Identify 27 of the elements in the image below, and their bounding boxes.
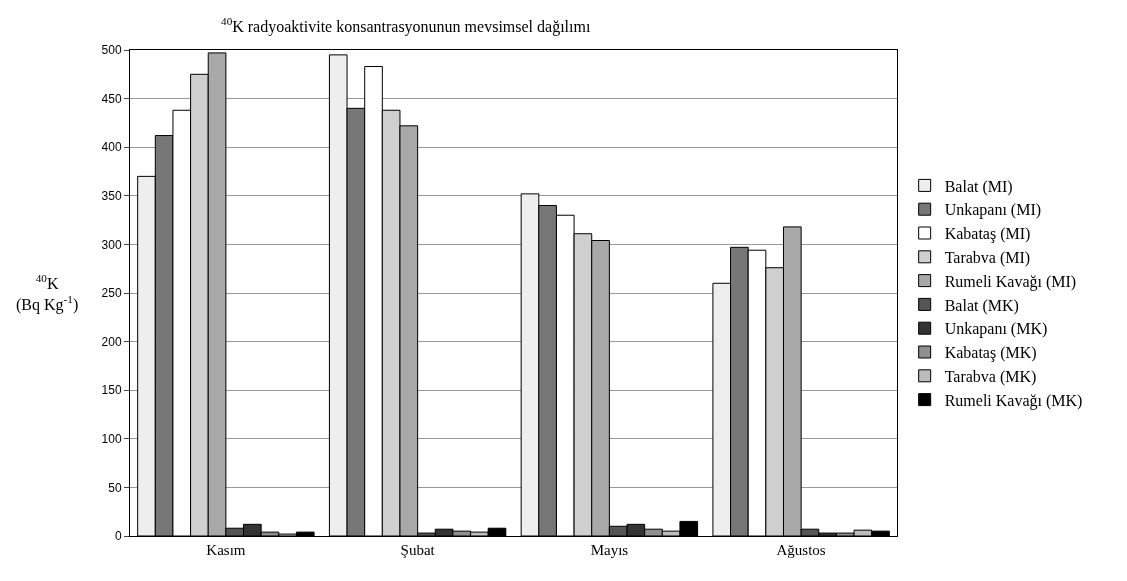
y-tick-label: 0	[114, 529, 122, 544]
x-tick-label: Kasım	[206, 542, 246, 558]
legend-label: Rumeli Kavağı (MI)	[944, 272, 1077, 291]
legend-label: Unkapanı (MI)	[944, 201, 1042, 220]
y-tick-label: 150	[101, 383, 122, 398]
y-tick-label: 350	[101, 189, 122, 203]
legend-label: Kabataş (MK)	[944, 344, 1037, 363]
y-tick-label: 500	[101, 43, 122, 58]
x-tick-label: Mayıs	[590, 542, 629, 558]
y-tick-label: 300	[101, 237, 122, 252]
y-tick-label: 450	[101, 91, 122, 106]
legend-label: Tarabva (MK)	[944, 368, 1037, 387]
y-tick-label: 50	[108, 480, 122, 495]
legend-label: Rumeli Kavağı (MK)	[944, 391, 1083, 410]
legend-label: Balat (MI)	[944, 177, 1013, 196]
legend-label: Kabataş (MI)	[944, 225, 1031, 244]
chart-title: $^{40}$K radyoaktivite konsantrasyonunun mevsimsel dağılımı	[221, 14, 591, 36]
y-tick-label: 250	[101, 286, 122, 301]
legend-label: Tarabva (MI)	[944, 249, 1031, 268]
y-tick-label: 200	[101, 334, 122, 349]
legend-label: Unkapanı (MK)	[944, 320, 1048, 339]
x-tick-label: Ağustos	[776, 542, 826, 558]
y-axis-title: $^{40}$K (Bq Kg$^{-1}$)	[16, 272, 79, 314]
y-tick-label: 100	[101, 432, 122, 446]
x-tick-label: Şubat	[400, 542, 436, 558]
y-tick-label: 400	[101, 140, 122, 155]
legend-label: Balat (MK)	[944, 296, 1019, 315]
